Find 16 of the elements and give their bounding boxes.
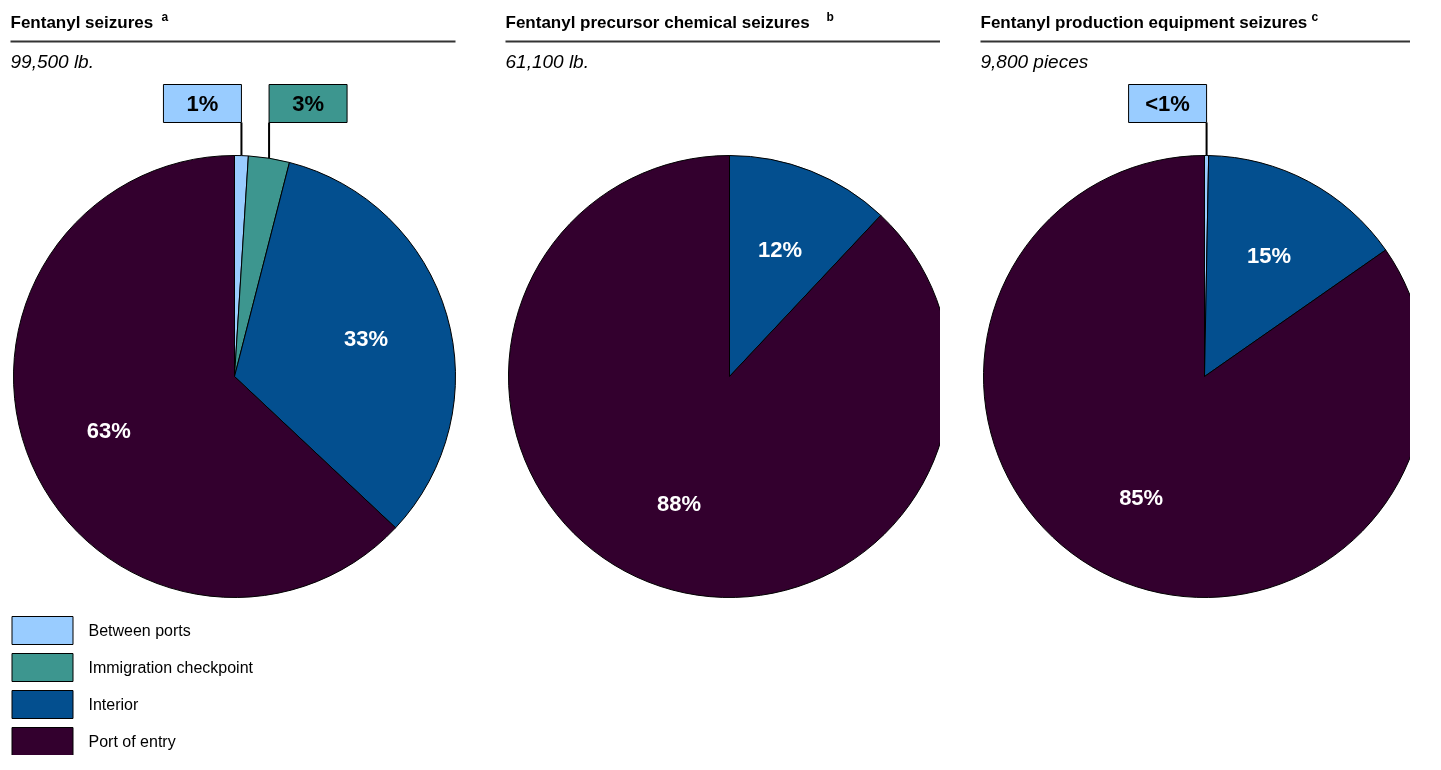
chart-subtitle: 99,500 lb. [10,51,94,72]
data-label: 1% [186,91,219,116]
legend-label: Immigration checkpoint [88,659,254,676]
chart-subtitle: 61,100 lb. [505,51,589,72]
data-label: 33% [344,325,389,351]
data-label: <1% [1145,91,1190,116]
data-label: 85% [1119,485,1164,511]
legend-label: Between ports [88,622,191,639]
data-label: 88% [657,491,702,517]
chart-subtitle: 9,800 pieces [980,51,1089,72]
legend-label: Port of entry [88,733,176,750]
data-label: 15% [1246,243,1292,269]
data-label: 63% [86,418,131,444]
data-label: 3% [292,91,324,116]
legend-label: Interior [88,696,139,713]
data-label: 12% [757,236,802,262]
